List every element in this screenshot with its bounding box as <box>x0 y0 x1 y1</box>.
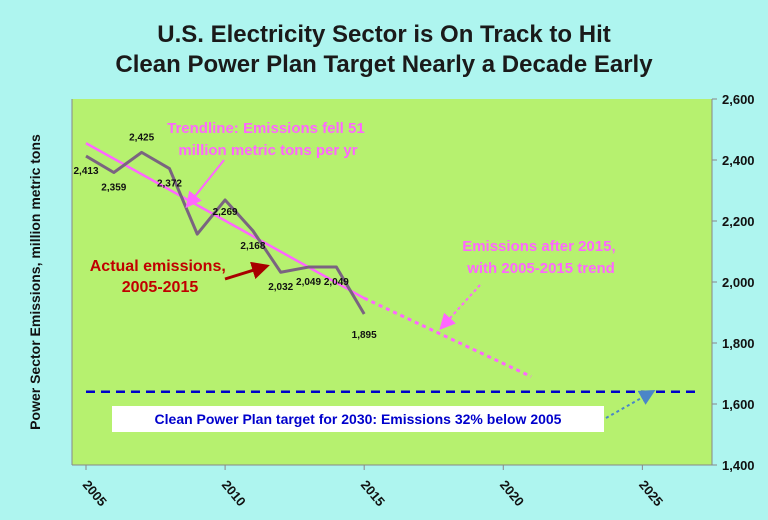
target-annotation-box <box>112 406 604 432</box>
y-tick-label: 1,600 <box>722 397 755 412</box>
data-label: 2,372 <box>157 179 182 190</box>
x-tick-label: 2015 <box>358 477 388 509</box>
x-tick-label: 2010 <box>219 477 249 509</box>
projection-annotation-line-1: Emissions after 2015, <box>462 238 615 255</box>
trendline-annotation: Trendline: Emissions fell 51 million met… <box>167 120 369 159</box>
trendline-annotation-line-2: million metric tons per yr <box>178 142 357 159</box>
data-label: 2,049 <box>296 277 321 288</box>
chart-title: U.S. Electricity Sector is On Track to H… <box>0 20 768 80</box>
data-label: 2,413 <box>73 166 98 177</box>
trendline <box>85 142 365 300</box>
x-tick-label: 2025 <box>636 477 666 509</box>
data-label: 2,425 <box>129 132 154 143</box>
y-tick-label: 2,400 <box>722 153 755 168</box>
y-axis-label: Power Sector Emissions, million metric t… <box>27 134 43 430</box>
y-axis: 1,400 1,600 1,800 2,000 2,200 2,400 2,600 <box>711 92 755 473</box>
data-label: 2,049 <box>324 277 349 288</box>
projection-line <box>363 296 532 378</box>
actual-annotation: Actual emissions, 2005-2015 <box>90 258 231 296</box>
plot-area <box>72 99 712 465</box>
trendline-annotation-arrow <box>185 159 225 209</box>
data-label: 2,168 <box>240 241 265 252</box>
x-tick-label: 2005 <box>80 477 110 509</box>
chart-title-line-2: Clean Power Plan Target Nearly a Decade … <box>115 51 653 78</box>
target-annotation: Clean Power Plan target for 2030: Emissi… <box>155 411 562 427</box>
data-label: 1,895 <box>352 330 377 341</box>
y-tick-label: 1,800 <box>722 336 755 351</box>
actual-emissions-line <box>85 150 366 315</box>
y-tick-label: 2,000 <box>722 275 755 290</box>
actual-annotation-line-1: Actual emissions, <box>90 258 226 275</box>
actual-annotation-line-2: 2005-2015 <box>122 279 199 296</box>
y-tick-label: 2,200 <box>722 214 755 229</box>
y-tick-label: 2,600 <box>722 92 755 107</box>
data-label: 2,032 <box>268 282 293 293</box>
x-tick-label: 2020 <box>497 477 527 509</box>
y-tick-label: 1,400 <box>722 458 755 473</box>
chart-title-line-1: U.S. Electricity Sector is On Track to H… <box>157 21 611 48</box>
projection-annotation-line-2: with 2005-2015 trend <box>466 260 615 277</box>
data-label: 2,269 <box>213 207 238 218</box>
projection-annotation: Emissions after 2015, with 2005-2015 tre… <box>462 238 620 277</box>
data-label: 2,359 <box>101 183 126 194</box>
trendline-annotation-line-1: Trendline: Emissions fell 51 <box>167 120 365 137</box>
actual-annotation-arrow <box>224 261 270 281</box>
target-annotation-arrow <box>605 390 656 419</box>
